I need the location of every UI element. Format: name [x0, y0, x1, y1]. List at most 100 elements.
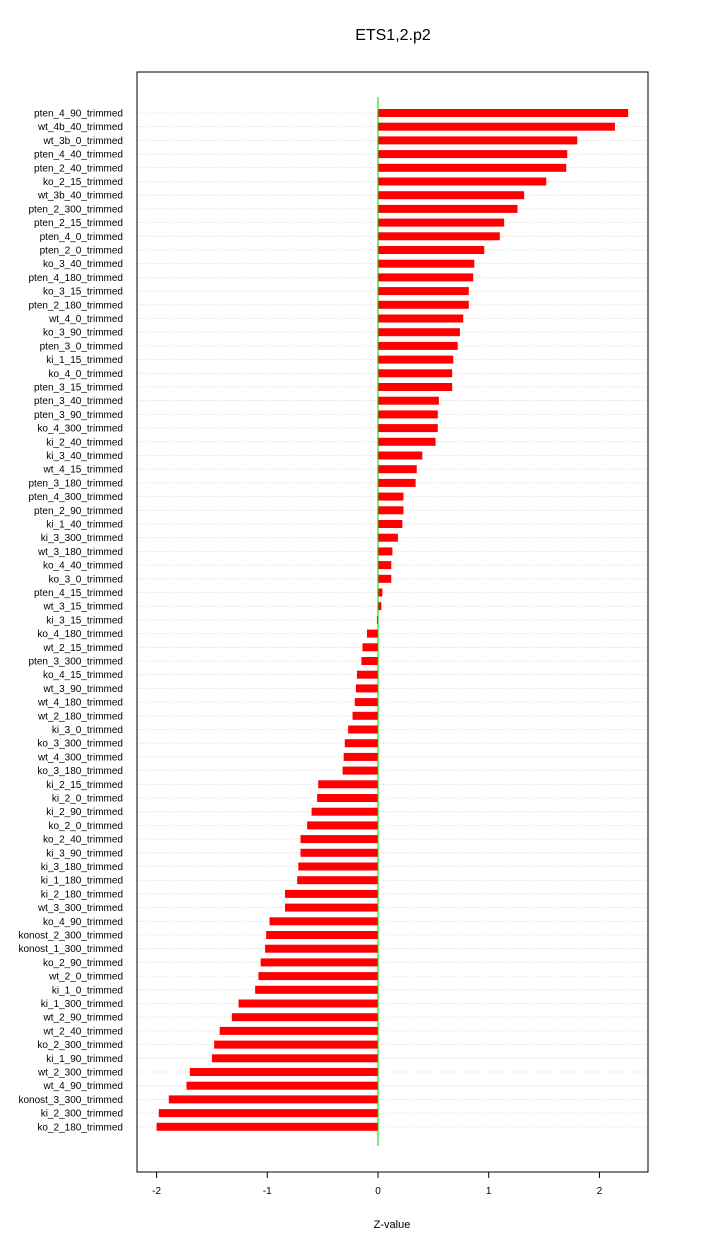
category-label: pten_4_15_trimmed — [34, 588, 123, 599]
category-label: ki_1_90_trimmed — [46, 1054, 123, 1065]
category-label: pten_3_90_trimmed — [34, 410, 123, 421]
category-label: pten_3_180_trimmed — [28, 478, 123, 489]
category-label: ki_3_15_trimmed — [46, 615, 123, 626]
category-label: pten_4_90_trimmed — [34, 109, 123, 120]
category-label: ki_1_40_trimmed — [46, 520, 123, 531]
category-label: ko_4_90_trimmed — [43, 917, 123, 928]
bar-konost-1-300-trimmed — [265, 944, 378, 953]
bar-ki-3-0-trimmed — [348, 725, 378, 734]
category-label: wt_2_300_trimmed — [37, 1068, 123, 1079]
bar-ko-3-0-trimmed — [378, 574, 392, 583]
bar-ki-3-300-trimmed — [378, 533, 398, 542]
bar-wt-4b-40-trimmed — [378, 122, 615, 131]
x-tick-label: -1 — [263, 1186, 272, 1197]
bar-wt-2-0-trimmed — [258, 972, 378, 981]
bar-ki-2-300-trimmed — [158, 1109, 378, 1118]
category-label: pten_2_90_trimmed — [34, 506, 123, 517]
bar-pten-2-300-trimmed — [378, 204, 518, 213]
category-label: ko_3_0_trimmed — [49, 574, 123, 585]
category-label: pten_3_300_trimmed — [28, 657, 123, 668]
bar-ko-4-90-trimmed — [269, 917, 378, 926]
category-label: ko_4_40_trimmed — [43, 561, 123, 572]
bar-pten-4-15-trimmed — [378, 588, 383, 597]
bar-wt-3-180-trimmed — [378, 547, 393, 556]
x-tick-label: -2 — [152, 1186, 161, 1197]
category-label: ki_2_15_trimmed — [46, 780, 123, 791]
bar-ko-4-0-trimmed — [378, 369, 453, 378]
category-label: ko_2_300_trimmed — [37, 1040, 123, 1051]
bar-pten-2-15-trimmed — [378, 218, 505, 227]
bar-ki-2-0-trimmed — [317, 794, 378, 802]
bar-wt-2-40-trimmed — [219, 1026, 378, 1035]
x-tick-label: 0 — [375, 1186, 381, 1197]
category-label: ki_2_180_trimmed — [41, 889, 123, 900]
category-label: ki_3_90_trimmed — [46, 848, 123, 859]
category-label: wt_4_90_trimmed — [43, 1081, 123, 1092]
category-label: konost_2_300_trimmed — [18, 931, 123, 942]
category-label: wt_4_0_trimmed — [48, 314, 123, 325]
bar-wt-4-300-trimmed — [343, 752, 378, 761]
category-label: wt_4_15_trimmed — [43, 465, 123, 476]
category-label: ki_3_0_trimmed — [52, 725, 123, 736]
category-label: ko_3_90_trimmed — [43, 328, 123, 339]
bar-pten-3-180-trimmed — [378, 478, 416, 487]
bar-ki-2-15-trimmed — [318, 780, 378, 789]
bar-ki-3-15-trimmed — [376, 615, 378, 624]
bar-wt-2-15-trimmed — [362, 643, 378, 652]
category-label: wt_4_300_trimmed — [37, 752, 123, 763]
bar-ko-2-180-trimmed — [156, 1122, 378, 1131]
category-label: ki_1_300_trimmed — [41, 999, 123, 1010]
category-label: wt_3b_0_trimmed — [43, 136, 123, 147]
plot-frame — [136, 71, 649, 1173]
x-tick-label: 2 — [597, 1186, 603, 1197]
category-label: wt_2_40_trimmed — [43, 1026, 123, 1037]
x-axis-label: Z-value — [374, 1219, 411, 1231]
category-label: pten_4_300_trimmed — [28, 492, 123, 503]
bar-pten-3-40-trimmed — [378, 396, 439, 405]
category-label: ko_3_15_trimmed — [43, 287, 123, 298]
category-label: wt_3_15_trimmed — [43, 602, 123, 613]
category-label: wt_2_15_trimmed — [43, 643, 123, 654]
bar-ki-3-180-trimmed — [298, 862, 378, 871]
category-label: ko_3_180_trimmed — [37, 766, 123, 777]
bar-ko-2-90-trimmed — [260, 958, 378, 967]
bar-ko-2-0-trimmed — [307, 821, 378, 830]
bar-ki-1-15-trimmed — [378, 355, 454, 364]
category-label: ki_2_90_trimmed — [46, 807, 123, 818]
bar-wt-3-15-trimmed — [378, 602, 382, 611]
category-label: konost_1_300_trimmed — [18, 944, 123, 955]
bar-wt-4-15-trimmed — [378, 465, 417, 474]
category-label: pten_2_0_trimmed — [40, 246, 123, 257]
category-label: pten_2_300_trimmed — [28, 204, 123, 215]
bar-ki-2-40-trimmed — [378, 437, 436, 446]
bar-pten-3-300-trimmed — [361, 657, 378, 665]
x-tick-label: 1 — [486, 1186, 492, 1197]
bar-wt-3b-40-trimmed — [378, 191, 525, 200]
bar-pten-2-40-trimmed — [378, 163, 567, 172]
bar-wt-3b-0-trimmed — [378, 136, 578, 145]
category-label: ko_3_300_trimmed — [37, 739, 123, 750]
category-label: pten_4_40_trimmed — [34, 150, 123, 161]
category-label: pten_4_0_trimmed — [40, 232, 123, 243]
category-label: konost_3_300_trimmed — [18, 1095, 123, 1106]
category-label: wt_2_0_trimmed — [48, 972, 123, 983]
chart-title: ETS1,2.p2 — [355, 27, 431, 44]
bar-ki-1-0-trimmed — [255, 985, 378, 994]
bar-ki-1-90-trimmed — [211, 1054, 378, 1063]
bar-ko-3-180-trimmed — [342, 766, 378, 775]
bar-pten-3-90-trimmed — [378, 410, 438, 419]
bar-konost-3-300-trimmed — [168, 1095, 378, 1104]
category-label: wt_3_180_trimmed — [37, 547, 123, 558]
bar-pten-4-40-trimmed — [378, 150, 568, 159]
bar-pten-4-180-trimmed — [378, 273, 474, 282]
category-label: ko_4_300_trimmed — [37, 424, 123, 435]
bar-ko-4-40-trimmed — [378, 561, 392, 570]
category-label: ko_2_180_trimmed — [37, 1122, 123, 1133]
category-label: pten_4_180_trimmed — [28, 273, 123, 284]
category-label: ko_2_0_trimmed — [49, 821, 123, 832]
category-label: pten_2_15_trimmed — [34, 218, 123, 229]
bar-ko-2-40-trimmed — [300, 835, 378, 844]
category-label: ki_3_180_trimmed — [41, 862, 123, 873]
bar-pten-3-0-trimmed — [378, 341, 458, 350]
